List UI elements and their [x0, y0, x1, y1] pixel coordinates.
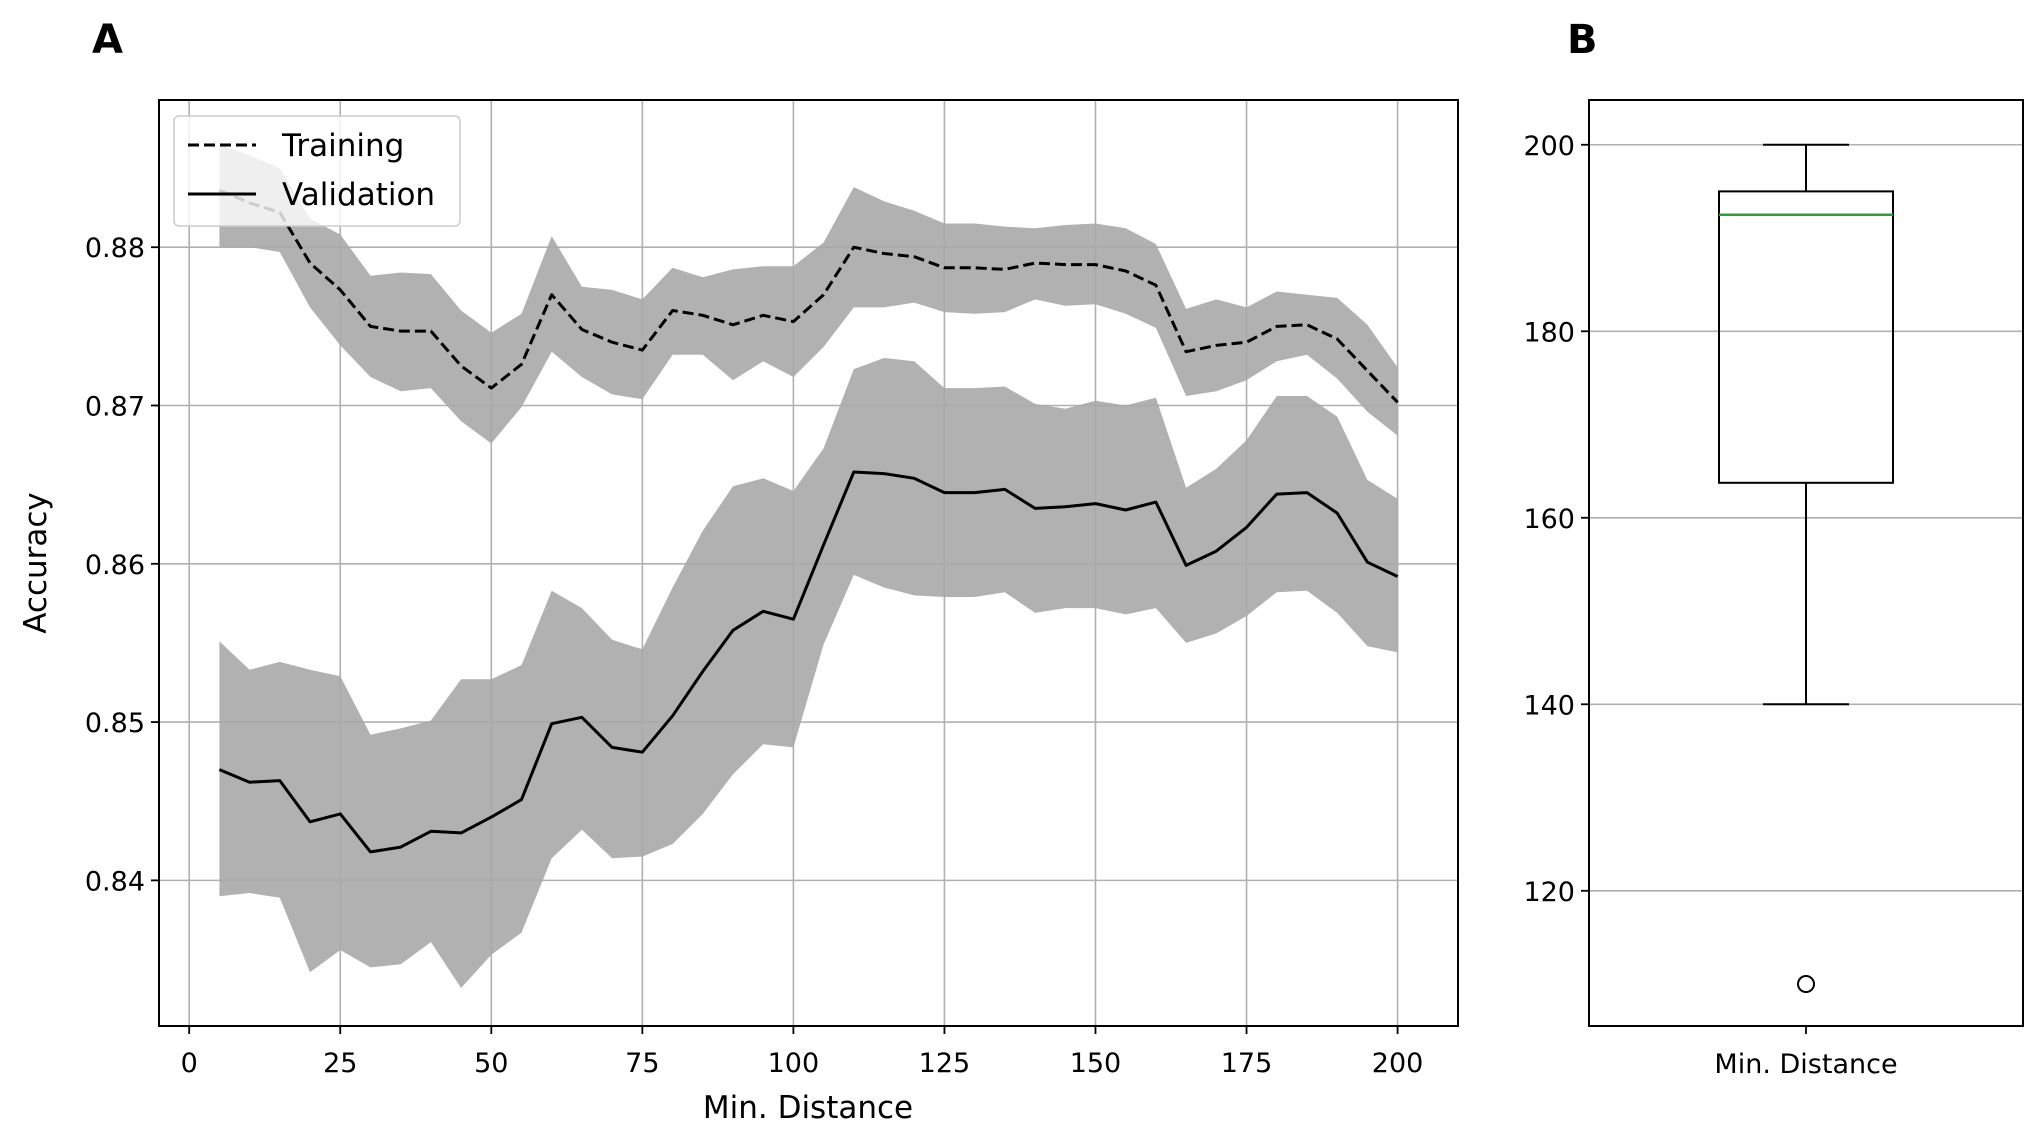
panel-b-letter: B: [1567, 17, 1598, 63]
panel-a-y-ticks: 0.84 0.85 0.86 0.87 0.88: [85, 233, 159, 897]
panel-a-x-tick-label: 0: [181, 1048, 198, 1079]
panel-b-y-tick-label: 200: [1523, 131, 1575, 162]
panel-a-x-tick-label: 100: [768, 1048, 820, 1079]
panel-a-y-tick-label: 0.85: [85, 708, 145, 739]
validation-series-line: [218, 470, 1399, 854]
training-series-line: [218, 188, 1399, 404]
panel-a-y-tick-label: 0.86: [85, 550, 145, 581]
outlier-point: [1797, 975, 1815, 994]
box-plot: [1718, 143, 1894, 994]
panel-b-y-tick-label: 160: [1523, 504, 1575, 535]
panel-a-x-axis-label: Min. Distance: [703, 1090, 913, 1126]
panel-a-x-tick-label: 25: [323, 1048, 357, 1079]
panel-b-y-ticks: 120 140 160 180 200: [1523, 131, 1589, 908]
panel-a-lines: [218, 188, 1399, 854]
panel-a-y-tick-label: 0.84: [85, 866, 145, 897]
panel-a-letter: A: [92, 17, 123, 63]
panel-a-x-ticks: 0 25 50 75 100 125 150 175 200: [181, 1026, 1424, 1079]
panel-a-x-tick-label: 200: [1372, 1048, 1424, 1079]
panel-a: 0 25 50 75 100 125 150 175 200 0.840.850.860.870…: [18, 99, 1459, 1126]
panel-a-x-tick-label: 50: [474, 1048, 508, 1079]
panel-a-y-axis-label: Accuracy: [18, 492, 54, 634]
panel-b-y-tick-label: 120: [1523, 877, 1575, 908]
panel-a-x-tick-label: 125: [919, 1048, 971, 1079]
panel-a-x-tick-label: 175: [1221, 1048, 1273, 1079]
panel-a-bands: [219, 144, 1398, 988]
panel-a-x-tick-label: 75: [625, 1048, 659, 1079]
panel-b-y-tick-label: 180: [1523, 317, 1575, 348]
interquartile-box: [1718, 190, 1894, 484]
panel-a-y-tick-label: 0.88: [85, 233, 145, 264]
panel-b-y-tick-label: 140: [1523, 690, 1575, 721]
panel-b-category-label: Min. Distance: [1714, 1049, 1897, 1080]
validation-confidence-band: [219, 358, 1398, 988]
legend: Training Validation: [173, 115, 461, 227]
legend-validation-label: Validation: [282, 177, 435, 213]
legend-training-label: Training: [281, 128, 404, 164]
panel-a-y-tick-label: 0.87: [85, 392, 145, 423]
panel-b: 120 140 160 180 200 Min. Distance: [1523, 99, 2024, 1080]
panel-a-x-tick-label: 150: [1070, 1048, 1122, 1079]
